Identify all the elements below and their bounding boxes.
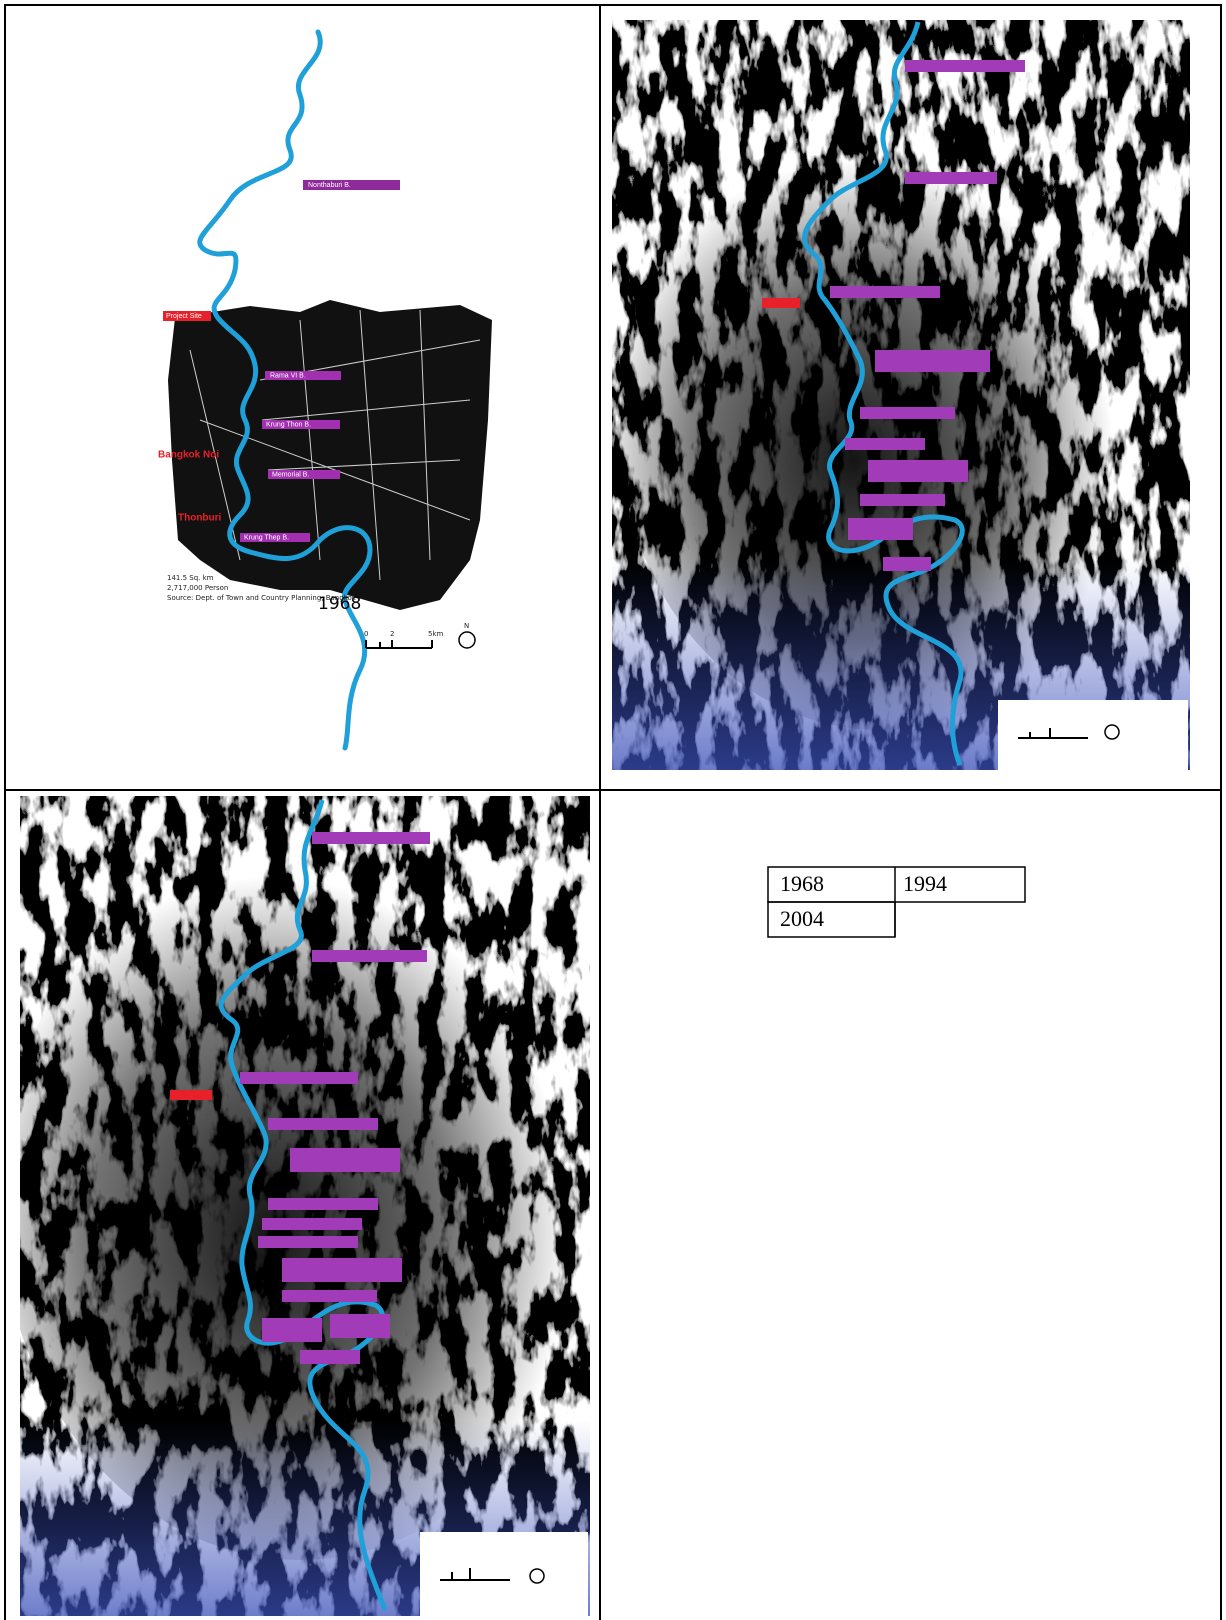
map-2004: [0, 796, 600, 1620]
scale-box: [420, 1532, 588, 1616]
legend-cell: 1994: [903, 871, 947, 896]
site-marker: [170, 1090, 212, 1100]
scale-label: 0: [364, 630, 368, 638]
legend-cell: 1968: [780, 871, 824, 896]
source: Source: Dept. of Town and Country Planni…: [167, 594, 357, 602]
north-label: N: [464, 622, 469, 630]
scale-label: 2: [390, 630, 394, 638]
page: {"map_1968": { "bridges": ["Nonthaburi B…: [0, 0, 1226, 1620]
scale-bar: [366, 640, 432, 648]
legend-cell: 2004: [780, 906, 824, 931]
bridge-name: Nonthaburi B.: [308, 182, 351, 189]
bridge-name: Memorial B.: [272, 471, 309, 478]
map-1994: [612, 20, 1190, 770]
map-1968: Nonthaburi B. Project Site Rama VI B. Kr…: [158, 32, 492, 748]
district-name: Thonburi: [178, 513, 222, 524]
site-marker: [762, 298, 800, 308]
bridge-name: Krung Thon B.: [266, 421, 311, 428]
district-name: Bangkok Noi: [158, 450, 219, 461]
stat: 2,717,000 Person: [167, 584, 228, 592]
scale-box: [998, 700, 1188, 770]
document: Nonthaburi B. Project Site Rama VI B. Kr…: [0, 0, 1226, 1620]
north-arrow: [459, 632, 475, 648]
scale-label: 5km: [428, 630, 444, 638]
stat: 141.5 Sq. km: [167, 574, 214, 582]
bridge-name: Rama VI B.: [270, 372, 306, 379]
site-name: Project Site: [166, 313, 202, 320]
bridge-name: Krung Thep B.: [244, 534, 289, 541]
